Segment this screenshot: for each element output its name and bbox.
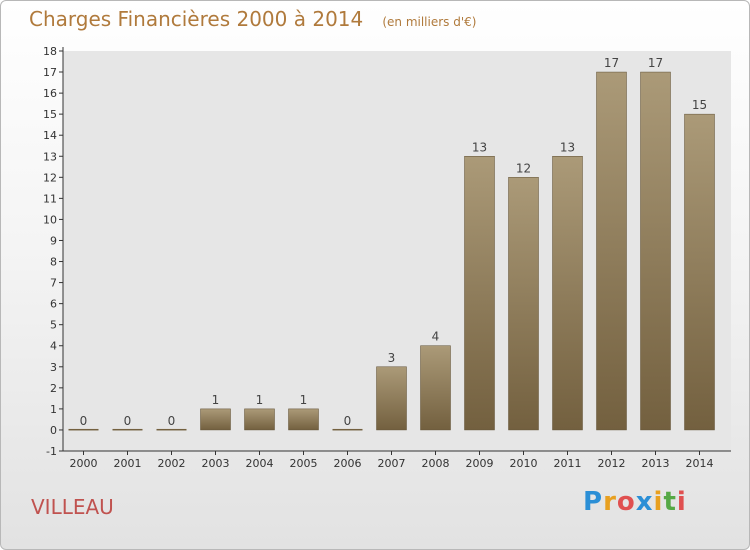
bar-value-label: 1 [256,393,264,407]
bar-value-label: 15 [692,98,707,112]
y-tick-label: 8 [50,256,57,269]
bar [684,113,715,431]
x-tick-label: 2012 [598,457,626,470]
logo-letter: r [603,487,617,517]
bar [200,408,231,431]
commune-name: VILLEAU [31,495,114,519]
x-tick-label: 2002 [158,457,186,470]
logo-letter: o [616,487,636,517]
x-tick-label: 2005 [290,457,318,470]
bar [640,71,671,431]
chart-title-text: Charges Financières 2000 à 2014 [29,7,364,31]
bar [68,428,99,431]
x-tick-label: 2010 [510,457,538,470]
y-tick-label: 14 [43,129,57,142]
x-tick-label: 2011 [554,457,582,470]
bar [552,156,583,431]
y-tick-label: 1 [50,403,57,416]
bar-value-label: 0 [124,414,132,428]
logo-letter: P [583,487,604,517]
bar-value-label: 4 [432,330,440,344]
x-tick-label: 2004 [246,457,274,470]
y-tick-label: 16 [43,87,57,100]
bar [288,408,319,431]
y-tick-label: 2 [50,382,57,395]
logo-letter: x [635,487,654,517]
bar [156,428,187,431]
bar [244,408,275,431]
y-tick-label: 10 [43,213,57,226]
bar-value-label: 13 [560,140,575,154]
bar [508,177,539,431]
x-tick-label: 2014 [686,457,714,470]
y-tick-label: 3 [50,361,57,374]
chart-unit: (en milliers d'€) [382,15,477,29]
y-tick-label: 11 [43,192,57,205]
bar [112,428,143,431]
bar-value-label: 12 [516,161,531,175]
logo-letter: t [663,487,677,517]
y-tick-label: 5 [50,319,57,332]
bar [464,156,495,431]
x-tick-label: 2001 [114,457,142,470]
x-tick-label: 2006 [334,457,362,470]
logo-letter: i [676,487,687,517]
proxiti-logo: Proxiti [583,487,687,517]
y-tick-label: 6 [50,298,57,311]
bar [332,428,363,431]
bar-value-label: 0 [344,414,352,428]
y-tick-label: -1 [46,445,57,458]
bar-value-label: 0 [168,414,176,428]
y-tick-label: 18 [43,45,57,58]
y-tick-label: 4 [50,340,57,353]
bar-value-label: 3 [388,351,396,365]
x-tick-label: 2009 [466,457,494,470]
bar [376,366,407,431]
bar-value-label: 17 [648,56,663,70]
x-tick-label: 2013 [642,457,670,470]
y-tick-label: 12 [43,171,57,184]
bar-value-label: 1 [300,393,308,407]
y-tick-label: 0 [50,424,57,437]
x-tick-label: 2008 [422,457,450,470]
x-tick-label: 2003 [202,457,230,470]
bars: 0 0 0 1 1 1 0 3 4 13 12 13 17 17 15 [68,56,715,431]
y-tick-label: 15 [43,108,57,121]
bar [596,71,627,431]
bar-value-label: 1 [212,393,220,407]
y-tick-label: 9 [50,234,57,247]
bar-value-label: 13 [472,140,487,154]
y-tick-label: 7 [50,277,57,290]
x-tick-label: 2007 [378,457,406,470]
y-tick-label: 13 [43,150,57,163]
bar [420,345,451,431]
logo-letter: i [653,487,664,517]
bar-value-label: 17 [604,56,619,70]
y-tick-label: 17 [43,66,57,79]
x-tick-label: 2000 [70,457,98,470]
chart-title: Charges Financières 2000 à 2014 (en mill… [29,7,476,31]
bar-value-label: 0 [80,414,88,428]
